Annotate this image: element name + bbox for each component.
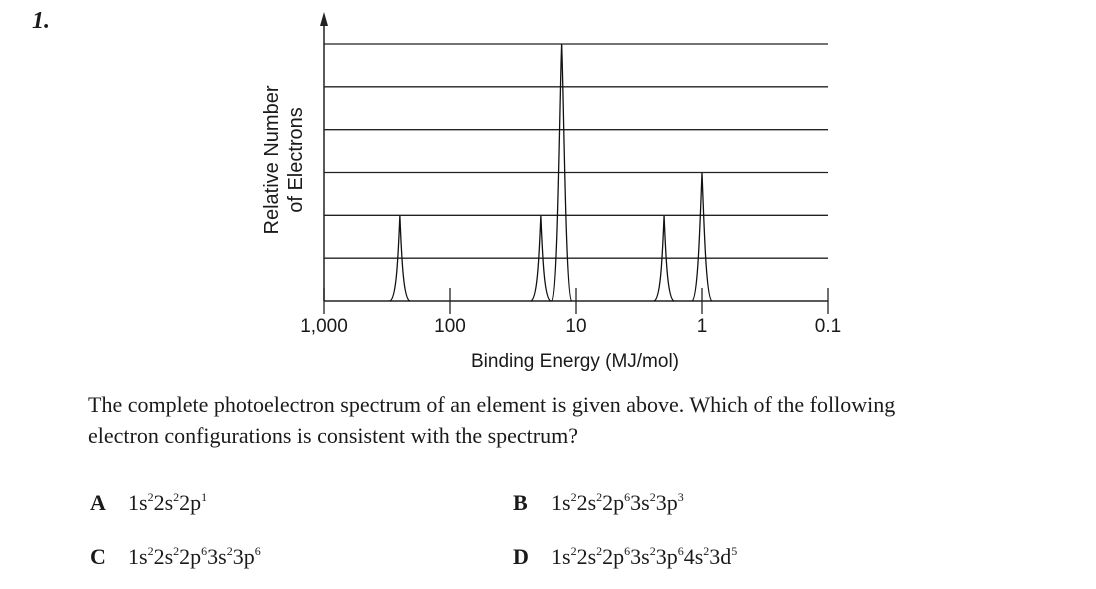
orbital: 2p bbox=[179, 544, 202, 569]
choice-c[interactable]: C 1s22s22p63s23p6 bbox=[90, 544, 261, 570]
orbital: 2p bbox=[602, 490, 625, 515]
electron-count: 6 bbox=[254, 544, 261, 558]
electron-count: 6 bbox=[201, 544, 208, 558]
choice-config: 1s22s22p1 bbox=[128, 490, 207, 515]
electron-count: 2 bbox=[649, 490, 656, 504]
orbital: 3s bbox=[207, 544, 227, 569]
orbital: 3d bbox=[709, 544, 732, 569]
x-tick-labels: 1,000 100 10 1 0.1 bbox=[300, 316, 841, 337]
electron-count: 1 bbox=[201, 490, 208, 504]
choice-config: 1s22s22p63s23p64s23d5 bbox=[551, 544, 737, 569]
choice-letter: A bbox=[90, 490, 106, 515]
electron-count: 2 bbox=[596, 490, 603, 504]
choice-letter: B bbox=[513, 490, 528, 515]
x-tick-label: 1,000 bbox=[300, 316, 348, 337]
y-axis-label-line2: of Electrons bbox=[285, 107, 307, 213]
x-tick-marks bbox=[323, 288, 829, 314]
electron-count: 2 bbox=[147, 490, 154, 504]
choice-config: 1s22s22p63s23p3 bbox=[551, 490, 684, 515]
electron-count: 2 bbox=[570, 490, 577, 504]
spectrum-peak bbox=[530, 215, 552, 302]
electron-count: 3 bbox=[677, 490, 684, 504]
spectrum-peak bbox=[551, 43, 573, 302]
orbital: 3p bbox=[655, 544, 678, 569]
question-text-line2: electron configurations is consistent wi… bbox=[88, 423, 578, 448]
choice-config: 1s22s22p63s23p6 bbox=[128, 544, 261, 569]
electron-count: 2 bbox=[703, 544, 710, 558]
orbital: 4s bbox=[683, 544, 704, 569]
orbital: 3p bbox=[232, 544, 255, 569]
electron-count: 5 bbox=[731, 544, 738, 558]
orbital: 1s bbox=[128, 544, 148, 569]
y-axis-arrow bbox=[320, 12, 328, 26]
question-text: The complete photoelectron spectrum of a… bbox=[88, 389, 1088, 451]
choice-letter: D bbox=[513, 544, 529, 569]
orbital: 2s bbox=[153, 544, 174, 569]
question-number: 1. bbox=[32, 8, 50, 34]
electron-count: 2 bbox=[173, 544, 180, 558]
orbital: 1s bbox=[128, 490, 148, 515]
x-tick-label: 10 bbox=[565, 316, 586, 337]
electron-count: 6 bbox=[624, 544, 631, 558]
electron-count: 2 bbox=[147, 544, 154, 558]
orbital: 1s bbox=[551, 544, 571, 569]
photoelectron-spectrum-chart: 1,000 100 10 1 0.1 Binding Energy (MJ/mol) R… bbox=[261, 12, 841, 372]
orbital: 3p bbox=[655, 490, 678, 515]
electron-count: 2 bbox=[596, 544, 603, 558]
electron-count: 6 bbox=[624, 490, 631, 504]
orbital: 2p bbox=[602, 544, 625, 569]
choice-d[interactable]: D 1s22s22p63s23p64s23d5 bbox=[513, 544, 737, 570]
orbital: 2s bbox=[576, 490, 597, 515]
electron-count: 2 bbox=[570, 544, 577, 558]
x-axis-label: Binding Energy (MJ/mol) bbox=[471, 351, 679, 372]
electron-count: 6 bbox=[677, 544, 684, 558]
electron-count: 2 bbox=[226, 544, 233, 558]
choice-a[interactable]: A 1s22s22p1 bbox=[90, 490, 207, 516]
orbital: 2s bbox=[576, 544, 597, 569]
orbital: 2s bbox=[153, 490, 174, 515]
orbital: 3s bbox=[630, 490, 650, 515]
x-tick-label: 0.1 bbox=[815, 316, 841, 337]
choice-letter: C bbox=[90, 544, 106, 569]
spectrum-peak bbox=[389, 215, 411, 302]
choice-b[interactable]: B 1s22s22p63s23p3 bbox=[513, 490, 684, 516]
electron-count: 2 bbox=[173, 490, 180, 504]
orbital: 3s bbox=[630, 544, 650, 569]
orbital: 2p bbox=[179, 490, 202, 515]
orbital: 1s bbox=[551, 490, 571, 515]
spectrum-peaks bbox=[389, 43, 713, 302]
y-axis-label-line1: Relative Number bbox=[261, 85, 283, 234]
question-text-line1: The complete photoelectron spectrum of a… bbox=[88, 392, 896, 417]
x-tick-label: 1 bbox=[697, 316, 708, 337]
x-tick-label: 100 bbox=[434, 316, 466, 337]
spectrum-peak bbox=[691, 172, 713, 302]
spectrum-peak bbox=[653, 215, 675, 302]
electron-count: 2 bbox=[649, 544, 656, 558]
grid-lines bbox=[324, 43, 828, 259]
